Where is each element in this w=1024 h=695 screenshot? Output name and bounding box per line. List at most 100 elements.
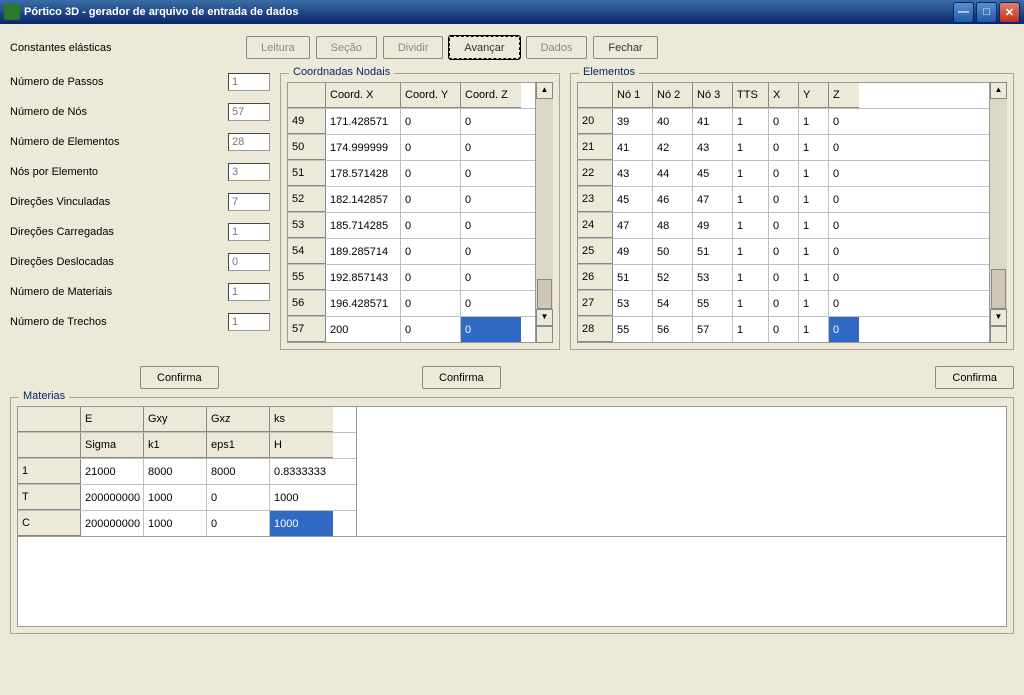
cell[interactable]: 52: [653, 265, 693, 290]
avancar-button[interactable]: Avançar: [449, 36, 519, 59]
cell[interactable]: 0: [769, 291, 799, 316]
cell[interactable]: 1: [733, 161, 769, 186]
cell[interactable]: 25: [578, 239, 613, 264]
cell[interactable]: 0: [207, 485, 270, 510]
cell[interactable]: 0: [461, 239, 521, 264]
cell[interactable]: 1: [733, 291, 769, 316]
cell[interactable]: 39: [613, 109, 653, 134]
cell[interactable]: 1000: [270, 485, 333, 510]
cell[interactable]: 0: [401, 213, 461, 238]
dados-button[interactable]: Dados: [526, 36, 588, 59]
cell[interactable]: 54: [653, 291, 693, 316]
cell[interactable]: 53: [693, 265, 733, 290]
elem-scrollbar[interactable]: ▲▼: [990, 82, 1007, 343]
cell[interactable]: 24: [578, 213, 613, 238]
cell[interactable]: 48: [653, 213, 693, 238]
cell[interactable]: 182.142857: [326, 187, 401, 212]
cell[interactable]: 26: [578, 265, 613, 290]
cell[interactable]: 185.714285: [326, 213, 401, 238]
cell[interactable]: 0: [769, 213, 799, 238]
cell[interactable]: 1000: [270, 511, 333, 536]
cell[interactable]: 1: [799, 265, 829, 290]
cell[interactable]: 41: [693, 109, 733, 134]
cell[interactable]: 196.428571: [326, 291, 401, 316]
cell[interactable]: 44: [653, 161, 693, 186]
mat-grid[interactable]: EGxyGxzksSigmak1eps1H121000800080000.833…: [17, 406, 357, 537]
cell[interactable]: 0: [461, 187, 521, 212]
cell[interactable]: 1: [799, 213, 829, 238]
cell[interactable]: 41: [613, 135, 653, 160]
dvinc-input[interactable]: [228, 193, 270, 211]
cell[interactable]: 51: [288, 161, 326, 186]
cell[interactable]: 43: [693, 135, 733, 160]
cell[interactable]: 57: [693, 317, 733, 342]
cell[interactable]: 178.571428: [326, 161, 401, 186]
cell[interactable]: 0: [207, 511, 270, 536]
cell[interactable]: 1: [733, 187, 769, 212]
cell[interactable]: 1: [799, 109, 829, 134]
cell[interactable]: C: [18, 511, 81, 536]
coord-grid[interactable]: Coord. XCoord. YCoord. Z49171.4285710050…: [287, 82, 536, 343]
cell[interactable]: 189.285714: [326, 239, 401, 264]
cell[interactable]: 23: [578, 187, 613, 212]
cell[interactable]: 0: [829, 291, 859, 316]
cell[interactable]: 1: [18, 459, 81, 484]
cell[interactable]: 47: [693, 187, 733, 212]
passos-input[interactable]: [228, 73, 270, 91]
minimize-button[interactable]: —: [953, 2, 974, 23]
cell[interactable]: 20: [578, 109, 613, 134]
cell[interactable]: 45: [693, 161, 733, 186]
cell[interactable]: 0: [401, 187, 461, 212]
cell[interactable]: 1000: [144, 485, 207, 510]
cell[interactable]: 200000000: [81, 485, 144, 510]
cell[interactable]: 43: [613, 161, 653, 186]
cell[interactable]: 50: [653, 239, 693, 264]
cell[interactable]: 8000: [144, 459, 207, 484]
cell[interactable]: 40: [653, 109, 693, 134]
cell[interactable]: 51: [693, 239, 733, 264]
cell[interactable]: 0: [401, 265, 461, 290]
cell[interactable]: 49: [288, 109, 326, 134]
cell[interactable]: 1000: [144, 511, 207, 536]
cell[interactable]: 21000: [81, 459, 144, 484]
cell[interactable]: 0: [769, 265, 799, 290]
cell[interactable]: 50: [288, 135, 326, 160]
cell[interactable]: 1: [799, 239, 829, 264]
dividir-button[interactable]: Dividir: [383, 36, 444, 59]
cell[interactable]: 0: [769, 187, 799, 212]
cell[interactable]: 55: [613, 317, 653, 342]
cell[interactable]: 0: [829, 135, 859, 160]
cell[interactable]: 1: [799, 135, 829, 160]
cell[interactable]: 22: [578, 161, 613, 186]
cell[interactable]: 1: [799, 317, 829, 342]
coord-scrollbar[interactable]: ▲▼: [536, 82, 553, 343]
cell[interactable]: 1: [733, 213, 769, 238]
cell[interactable]: 0: [461, 291, 521, 316]
cell[interactable]: 56: [288, 291, 326, 316]
cell[interactable]: 0: [769, 161, 799, 186]
cell[interactable]: 0: [829, 317, 859, 342]
cell[interactable]: 28: [578, 317, 613, 342]
cell[interactable]: 0: [401, 109, 461, 134]
cell[interactable]: 0: [769, 239, 799, 264]
cell[interactable]: 1: [733, 135, 769, 160]
maximize-button[interactable]: □: [976, 2, 997, 23]
elem-input[interactable]: [228, 133, 270, 151]
ntrech-input[interactable]: [228, 313, 270, 331]
cell[interactable]: 0: [829, 109, 859, 134]
cell[interactable]: 1: [799, 187, 829, 212]
cell[interactable]: 1: [733, 317, 769, 342]
ddesl-input[interactable]: [228, 253, 270, 271]
cell[interactable]: 1: [733, 109, 769, 134]
cell[interactable]: 0: [829, 187, 859, 212]
cell[interactable]: 171.428571: [326, 109, 401, 134]
cell[interactable]: 55: [288, 265, 326, 290]
cell[interactable]: 200: [326, 317, 401, 342]
cell[interactable]: 47: [613, 213, 653, 238]
cell[interactable]: 21: [578, 135, 613, 160]
cell[interactable]: 54: [288, 239, 326, 264]
cell[interactable]: 0: [461, 109, 521, 134]
cell[interactable]: 192.857143: [326, 265, 401, 290]
cell[interactable]: 1: [733, 239, 769, 264]
close-button[interactable]: ✕: [999, 2, 1020, 23]
